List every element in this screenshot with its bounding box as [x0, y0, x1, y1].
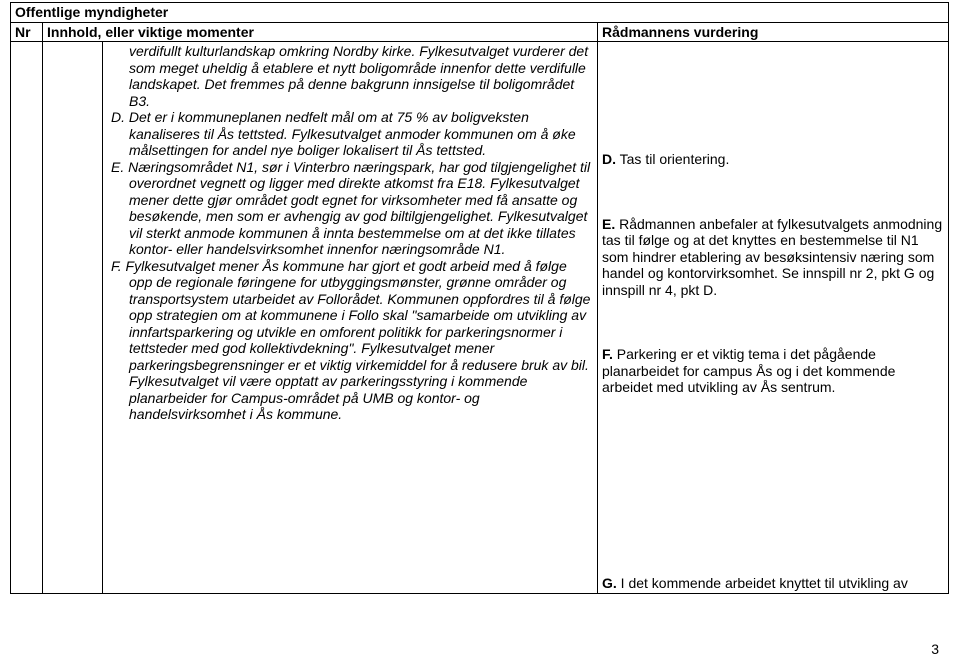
header-left: Innhold, eller viktige momenter [43, 22, 598, 42]
label-e: E. [111, 159, 124, 175]
cell-nr [11, 42, 43, 594]
text-e: Næringsområdet N1, sør i Vinterbro nærin… [128, 159, 590, 258]
cell-left: verdifullt kulturlandskap omkring Nordby… [103, 42, 598, 594]
para-d: D. Det er i kommuneplanen nedfelt mål om… [107, 109, 593, 159]
spacer-2 [602, 168, 944, 216]
cell-right: D. Tas til orientering. E. Rådmannen anb… [598, 42, 949, 594]
para-e: E. Næringsområdet N1, sør i Vinterbro næ… [107, 159, 593, 258]
right-text-g: I det kommende arbeidet knyttet til utvi… [621, 575, 908, 591]
spacer-1 [602, 43, 944, 151]
right-g: G. I det kommende arbeidet knyttet til u… [602, 575, 944, 592]
header-row: Nr Innhold, eller viktige momenter Rådma… [11, 22, 949, 42]
page: Offentlige myndigheter Nr Innhold, eller… [0, 0, 959, 663]
main-table: Offentlige myndigheter Nr Innhold, eller… [10, 2, 949, 594]
label-f: F. [111, 258, 122, 274]
right-label-g: G. [602, 575, 617, 591]
title-row: Offentlige myndigheter [11, 3, 949, 23]
right-text-d: Tas til orientering. [620, 151, 730, 167]
spacer-3 [602, 298, 944, 346]
header-right: Rådmannens vurdering [598, 22, 949, 42]
page-number: 3 [931, 641, 939, 657]
cell-sub [43, 42, 103, 594]
para-intro: verdifullt kulturlandskap omkring Nordby… [107, 43, 593, 109]
right-text-e: Rådmannen anbefaler at fylkesutvalgets a… [602, 216, 942, 298]
right-label-e: E. [602, 216, 615, 232]
right-d: D. Tas til orientering. [602, 151, 944, 168]
right-f: F. Parkering er et viktig tema i det påg… [602, 346, 944, 396]
right-text-f: Parkering er et viktig tema i det pågåen… [602, 346, 895, 395]
right-label-f: F. [602, 346, 613, 362]
right-label-d: D. [602, 151, 616, 167]
right-e: E. Rådmannen anbefaler at fylkesutvalget… [602, 216, 944, 299]
content-row: verdifullt kulturlandskap omkring Nordby… [11, 42, 949, 594]
header-nr: Nr [11, 22, 43, 42]
text-f: Fylkesutvalget mener Ås kommune har gjor… [126, 258, 591, 423]
table-title: Offentlige myndigheter [11, 3, 949, 23]
label-d: D. [111, 109, 125, 125]
text-d: Det er i kommuneplanen nedfelt mål om at… [129, 109, 576, 158]
para-f: F. Fylkesutvalget mener Ås kommune har g… [107, 258, 593, 423]
spacer-4 [602, 396, 944, 575]
